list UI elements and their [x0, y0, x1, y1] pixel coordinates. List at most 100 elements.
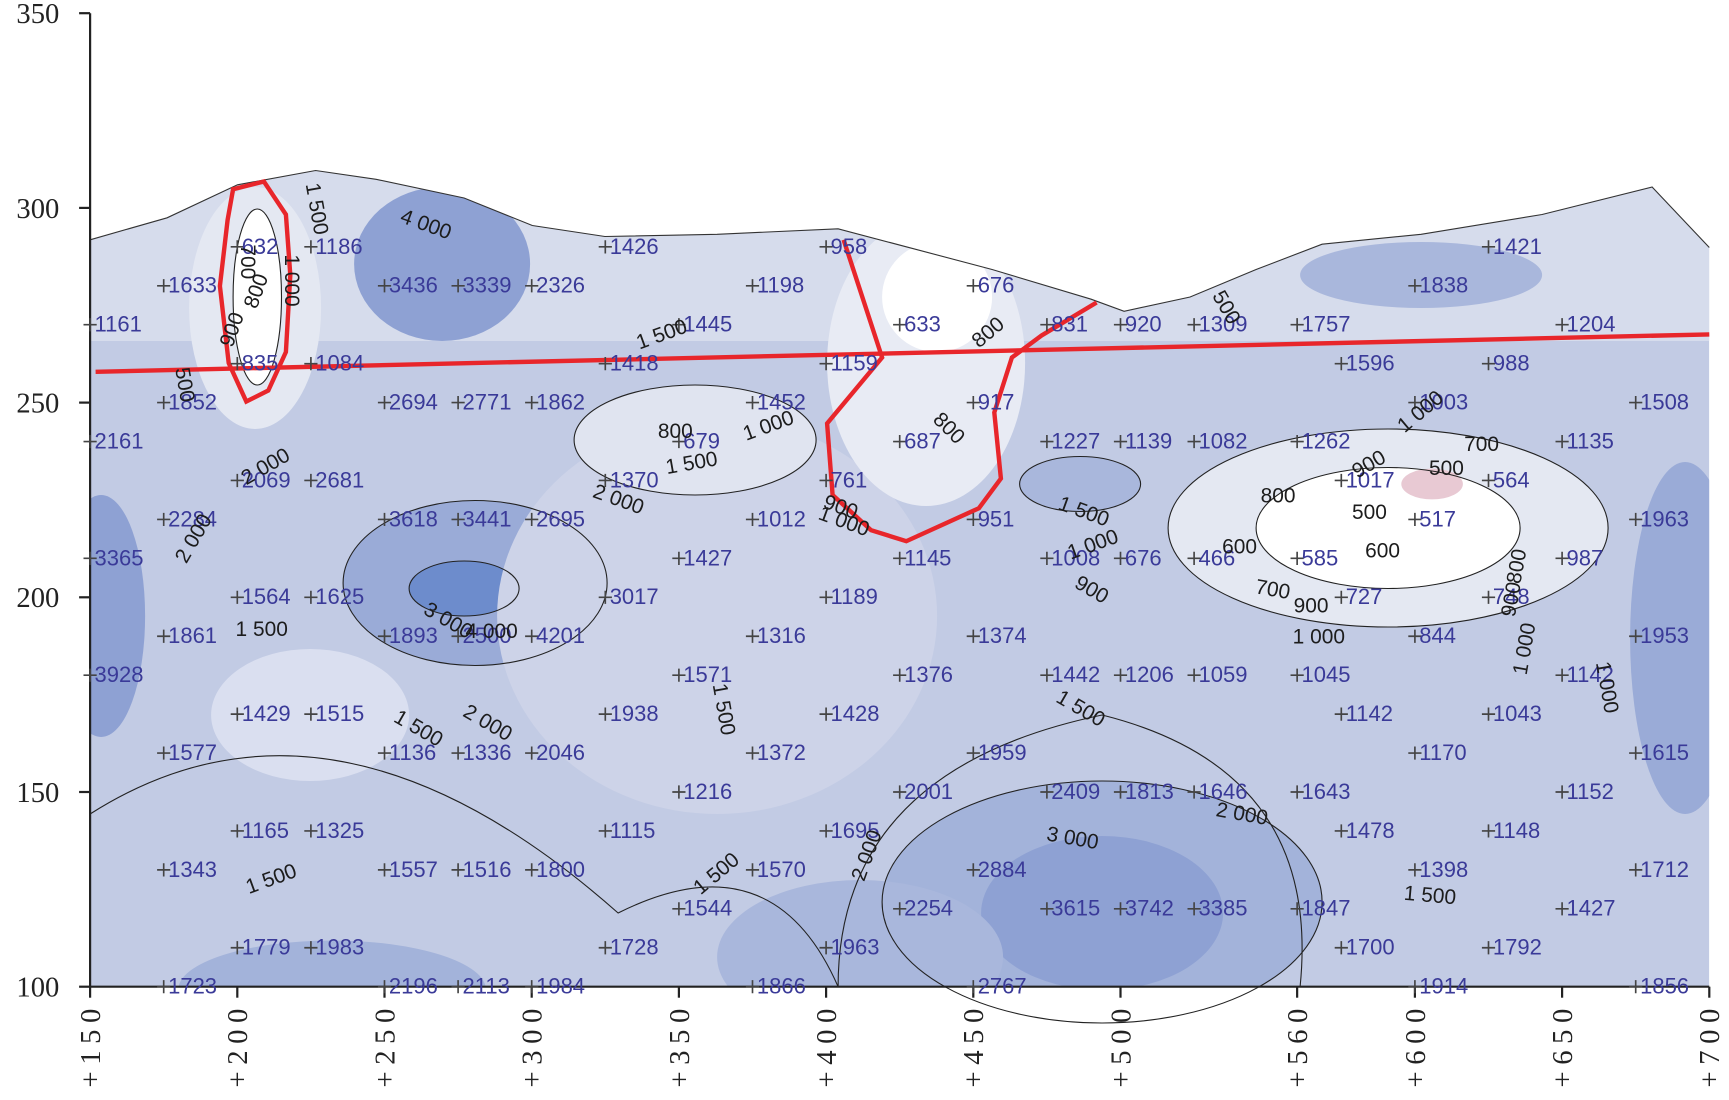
point-value-label: 2767 [978, 974, 1027, 999]
point-value-label: 1003 [1419, 390, 1468, 415]
point-value-label: 1564 [242, 584, 291, 609]
point-value-label: 761 [830, 467, 867, 492]
contour-label: 4 000 [465, 620, 517, 643]
contour-line [1019, 455, 1142, 513]
sample-point [1334, 941, 1348, 955]
sample-point [1629, 396, 1643, 410]
point-value-label: 831 [1051, 312, 1088, 337]
point-value-label: 1262 [1302, 428, 1351, 453]
sample-point [893, 668, 907, 682]
blob [882, 242, 993, 352]
contour-fill [90, 170, 1710, 987]
sample-point [1481, 473, 1496, 488]
sample-point [819, 357, 833, 371]
sample-point [525, 396, 539, 410]
point-value-label: 1508 [1640, 390, 1689, 415]
sample-point [1629, 863, 1643, 877]
x-tick-label: +500 [1106, 1002, 1137, 1087]
sample-point [451, 746, 465, 760]
contour-line [342, 499, 608, 667]
sample-point [966, 279, 980, 293]
contour-line [573, 384, 817, 496]
point-value-label: 3742 [1125, 896, 1174, 921]
annotation-lines [95, 178, 1710, 544]
contour-label: 500 [1429, 457, 1464, 480]
blob [574, 385, 817, 495]
sample-point [230, 357, 244, 371]
point-value-label: 1544 [683, 896, 732, 921]
contour-label: 1 000 [280, 254, 303, 306]
point-value-label: 1516 [463, 857, 512, 882]
x-tick-label: +150 [76, 1002, 107, 1087]
sample-point [377, 279, 392, 293]
sample-point [525, 980, 539, 994]
sample-point [157, 396, 171, 410]
sample-point [1481, 590, 1496, 604]
x-tick-label: +250 [370, 1002, 401, 1087]
point-value-label: 1963 [830, 935, 879, 960]
contour-label: 500 [1352, 501, 1387, 524]
sample-point [1113, 318, 1128, 332]
sample-point [525, 746, 539, 760]
sample-point [598, 590, 612, 604]
sample-point [1334, 473, 1348, 488]
point-value-label: 1012 [757, 506, 806, 531]
sample-point [745, 512, 760, 527]
point-value-label: 1862 [536, 390, 585, 415]
sample-point [157, 512, 171, 527]
point-value-label: 1596 [1346, 351, 1395, 376]
sample-point [1290, 668, 1304, 682]
x-tick-label: +560 [1283, 1002, 1314, 1087]
sample-point [1187, 434, 1201, 449]
sample-point [1290, 902, 1304, 916]
blob [717, 880, 1004, 987]
point-value-label: 585 [1302, 545, 1339, 570]
sample-point [377, 512, 392, 527]
point-value-label: 1227 [1051, 428, 1100, 453]
sample-point [1187, 551, 1201, 565]
sample-point [1555, 668, 1569, 682]
sample-point [304, 240, 318, 254]
point-value-label: 3928 [95, 662, 144, 687]
sample-point [525, 279, 539, 293]
sample-point [1040, 318, 1054, 332]
sample-point [1290, 785, 1304, 799]
point-value-label: 676 [1125, 545, 1162, 570]
point-value-label: 1852 [168, 390, 217, 415]
sample-point [451, 512, 465, 527]
sample-point [1408, 512, 1422, 527]
point-value-label: 1728 [610, 935, 659, 960]
red-line [95, 332, 1710, 374]
point-value-label: 2069 [242, 467, 291, 492]
point-value-label: 1017 [1346, 467, 1395, 492]
terrain-line [89, 169, 1710, 312]
contour-label: 600 [1222, 535, 1257, 558]
sample-point [157, 746, 171, 760]
x-tick-label: +300 [518, 1002, 549, 1087]
point-value-label: 676 [978, 273, 1015, 298]
blob [354, 187, 531, 341]
sample-point [377, 396, 392, 410]
point-value-label: 1059 [1199, 662, 1248, 687]
point-value-label: 1442 [1051, 662, 1100, 687]
point-value-label: 1374 [978, 623, 1027, 648]
point-value-label: 2681 [315, 467, 364, 492]
sample-point [819, 824, 833, 838]
point-value-label: 687 [904, 428, 941, 453]
point-value-label: 1043 [1493, 701, 1542, 726]
point-value-label: 1861 [168, 623, 217, 648]
contour-label: 600 [1365, 540, 1400, 563]
point-value-label: 2161 [95, 428, 144, 453]
contour-label: 1 500 [236, 618, 288, 641]
x-tick-label: +350 [665, 1002, 696, 1087]
sample-point [966, 746, 980, 760]
sample-point [1629, 746, 1643, 760]
point-value-label: 1309 [1199, 312, 1248, 337]
point-value-label: 3017 [610, 584, 659, 609]
sample-point [157, 980, 171, 994]
sample-point [1408, 863, 1422, 877]
y-tick-label: 150 [16, 778, 59, 809]
sample-point [157, 279, 171, 293]
point-value-label: 2113 [463, 974, 510, 999]
point-value-label: 564 [1493, 467, 1530, 492]
